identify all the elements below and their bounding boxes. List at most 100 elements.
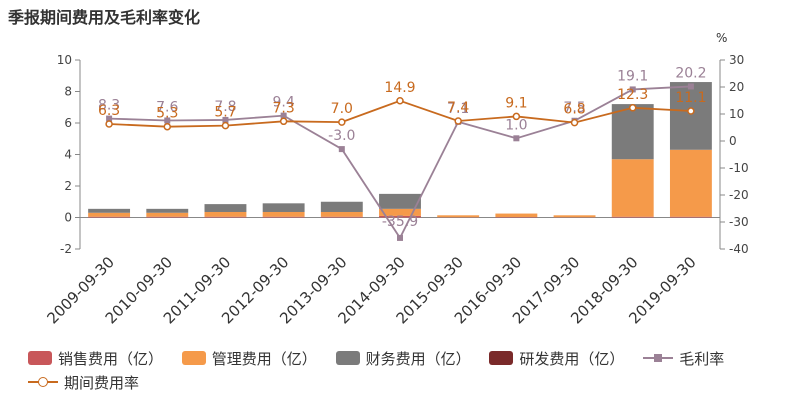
point-period_expense_rate	[687, 107, 695, 115]
data-label-period_expense_rate: 7.0	[331, 101, 353, 117]
bar-admin	[320, 211, 363, 217]
y-right-tick-label: 10	[729, 107, 744, 121]
point-period_expense_rate	[396, 97, 404, 105]
legend-label-finance: 财务费用（亿）	[365, 349, 471, 368]
point-gross_margin	[397, 234, 403, 241]
point-period_expense_rate	[221, 121, 230, 130]
y-left-tick-label: 4	[64, 148, 72, 162]
data-label-gross_margin: 20.2	[675, 65, 706, 81]
bar-finance	[262, 203, 305, 212]
bar-finance	[611, 104, 654, 160]
bar-finance	[146, 208, 189, 213]
chart-canvas: -20246810-40-30-20-100102030%2009-09-302…	[44, 31, 749, 327]
point-period_expense_rate	[279, 117, 288, 126]
legend-swatch-finance	[335, 351, 360, 365]
data-label-gross_margin: 7.6	[156, 99, 178, 115]
bar-admin	[262, 211, 305, 217]
data-label-gross_margin: 8.3	[98, 98, 120, 114]
bar-sales	[320, 216, 363, 218]
data-label-gross_margin: -3.0	[328, 128, 355, 144]
y-left-tick-label: 10	[57, 53, 72, 67]
bar-sales	[88, 216, 131, 218]
legend-label-sales: 销售费用（亿）	[58, 349, 164, 368]
legend-item-rd[interactable]: 研发费用（亿）	[489, 346, 624, 370]
y-right-tick-label: -20	[729, 188, 749, 202]
point-gross_margin	[513, 135, 520, 142]
data-label-period_expense_rate: 5.3	[156, 106, 178, 122]
bar-sales	[262, 216, 305, 218]
point-period_expense_rate	[105, 120, 113, 128]
bar-sales	[146, 216, 189, 218]
point-period_expense_rate	[512, 112, 521, 121]
data-label-period_expense_rate: 11.1	[675, 90, 706, 106]
data-label-period_expense_rate: 5.7	[214, 105, 236, 121]
y-right-unit: %	[716, 31, 727, 45]
bar-admin	[146, 212, 189, 217]
data-label-period_expense_rate: 9.1	[505, 95, 527, 111]
y-left-tick-label: -2	[60, 242, 72, 256]
data-label-gross_margin: 7.1	[447, 101, 469, 117]
point-gross_margin	[338, 146, 345, 153]
y-right-tick-label: -10	[729, 161, 749, 175]
y-left-tick-label: 8	[64, 85, 72, 99]
point-period_expense_rate	[338, 118, 346, 126]
legend-item-sales[interactable]: 销售费用（亿）	[28, 346, 163, 370]
legend: 销售费用（亿） 管理费用（亿） 财务费用（亿） 研发费用（亿） 毛利率 期间费用…	[28, 346, 788, 394]
data-label-gross_margin: 19.1	[617, 68, 648, 84]
y-left-tick-label: 6	[64, 116, 72, 130]
bar-finance	[320, 201, 363, 212]
point-period_expense_rate	[454, 117, 462, 125]
point-gross_margin	[280, 112, 287, 119]
legend-item-admin[interactable]: 管理费用（亿）	[181, 346, 317, 370]
bar-finance	[669, 82, 712, 150]
bar-admin	[611, 159, 654, 217]
bar-admin	[495, 213, 538, 218]
legend-label-period-expense-rate: 期间费用率	[64, 373, 140, 392]
bar-finance	[88, 208, 131, 213]
y-right-tick-label: 0	[729, 134, 737, 148]
legend-swatch-sales	[28, 351, 52, 365]
legend-swatch-admin	[181, 351, 206, 365]
y-left-tick-label: 2	[64, 179, 72, 193]
point-gross_margin	[164, 117, 171, 124]
data-label-period_expense_rate: 12.3	[617, 87, 648, 103]
data-label-period_expense_rate: 14.9	[384, 80, 415, 96]
point-period_expense_rate	[570, 118, 579, 127]
bar-finance	[379, 193, 421, 209]
bar-admin	[437, 215, 480, 218]
data-label-gross_margin: 7.8	[214, 99, 236, 115]
point-gross_margin	[106, 115, 113, 122]
legend-label-admin: 管理费用（亿）	[211, 349, 317, 368]
bar-sales	[669, 216, 712, 218]
data-label-gross_margin: 7.5	[563, 100, 585, 116]
y-right-tick-label: 20	[729, 80, 744, 94]
chart-title: 季报期间费用及毛利率变化	[8, 8, 201, 27]
bar-sales	[204, 216, 247, 218]
bar-admin	[669, 149, 712, 217]
data-label-gross_margin: -35.9	[382, 214, 418, 230]
legend-label-gross-margin: 毛利率	[679, 349, 725, 368]
bar-finance	[204, 204, 247, 212]
data-label-period_expense_rate: 7.4	[447, 100, 469, 116]
legend-label-rd: 研发费用（亿）	[519, 349, 625, 368]
y-right-tick-label: -30	[729, 215, 749, 229]
legend-item-finance[interactable]: 财务费用（亿）	[335, 346, 471, 370]
point-gross_margin	[687, 83, 694, 90]
y-left-tick-label: 0	[64, 211, 72, 225]
data-label-period_expense_rate: 6.3	[98, 103, 120, 119]
point-gross_margin	[629, 86, 636, 93]
bar-admin	[553, 215, 596, 218]
point-gross_margin	[222, 116, 229, 123]
legend-item-gross-margin[interactable]: 毛利率	[643, 346, 724, 370]
bar-sales	[379, 215, 421, 218]
point-period_expense_rate	[628, 104, 637, 112]
legend-swatch-rd	[489, 351, 514, 365]
legend-swatch-gross-margin	[643, 351, 674, 365]
data-label-gross_margin: 9.4	[273, 95, 295, 111]
legend-item-period-expense-rate[interactable]: 期间费用率	[28, 370, 139, 394]
y-right-tick-label: -40	[729, 242, 749, 256]
legend-swatch-period-expense-rate	[28, 375, 58, 389]
y-right-tick-label: 30	[729, 53, 744, 67]
data-label-period_expense_rate: 7.3	[273, 100, 295, 116]
bar-admin	[204, 211, 247, 217]
